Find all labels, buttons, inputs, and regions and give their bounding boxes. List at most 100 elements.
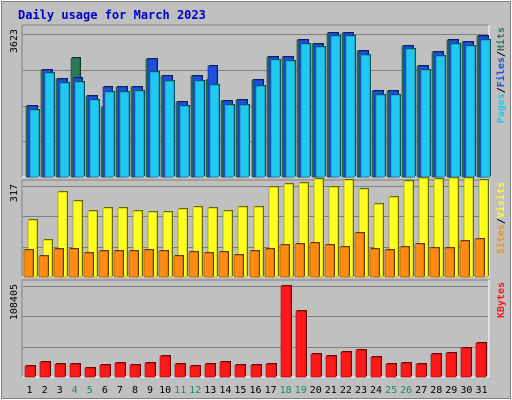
x-tick-label: 10 bbox=[159, 385, 171, 396]
pages-bar bbox=[239, 104, 250, 178]
top-panel-ymax-label: 3623 bbox=[9, 29, 20, 53]
middle-panel-ymax-label: 317 bbox=[9, 184, 20, 202]
x-tick-label: 7 bbox=[117, 385, 123, 396]
x-tick-label: 1 bbox=[26, 385, 32, 396]
pages-bar bbox=[420, 69, 431, 178]
kbytes-bar bbox=[24, 365, 36, 378]
x-tick-label: 23 bbox=[355, 385, 367, 396]
pages-bar bbox=[209, 84, 220, 178]
legend-entry: KBytes bbox=[496, 282, 507, 318]
sites-bar bbox=[429, 247, 440, 278]
sites-bar bbox=[158, 250, 169, 278]
kbytes-bar bbox=[340, 351, 352, 378]
kbytes-bar bbox=[325, 355, 337, 378]
x-tick-label: 4 bbox=[72, 385, 78, 396]
sites-bar bbox=[143, 249, 154, 278]
legend-entry: Visits bbox=[495, 182, 507, 218]
x-tick-label: 28 bbox=[430, 385, 442, 396]
x-tick-label: 27 bbox=[415, 385, 427, 396]
kbytes-bar bbox=[430, 353, 442, 378]
pages-bar bbox=[345, 35, 356, 178]
pages-bar bbox=[194, 80, 205, 178]
legend-entry: Pages bbox=[496, 93, 507, 123]
sites-bar bbox=[264, 248, 275, 278]
sites-bar bbox=[399, 246, 410, 278]
x-tick-label: 2 bbox=[42, 385, 48, 396]
pages-bar bbox=[179, 105, 190, 178]
kbytes-bar bbox=[219, 361, 231, 378]
x-tick-label: 19 bbox=[295, 385, 307, 396]
bottom-panel-legend: KBytes bbox=[496, 282, 507, 318]
kbytes-bar bbox=[385, 363, 397, 378]
x-tick-label: 31 bbox=[475, 385, 487, 396]
chart-title: Daily usage for March 2023 bbox=[18, 8, 206, 22]
legend-entry: / bbox=[496, 218, 507, 224]
x-tick-label: 29 bbox=[445, 385, 457, 396]
pages-bar bbox=[270, 59, 281, 178]
pages-bar bbox=[134, 90, 145, 178]
kbytes-bar bbox=[129, 364, 141, 378]
pages-bar bbox=[164, 80, 175, 178]
sites-bar bbox=[173, 255, 184, 278]
x-tick-label: 15 bbox=[234, 385, 246, 396]
pages-bar bbox=[119, 91, 130, 178]
kbytes-bar bbox=[84, 367, 96, 378]
x-tick-label: 17 bbox=[265, 385, 277, 396]
kbytes-bar bbox=[234, 364, 246, 378]
kbytes-bar bbox=[114, 362, 126, 378]
sites-bar bbox=[53, 248, 64, 278]
sites-bar bbox=[444, 247, 455, 278]
sites-bar bbox=[98, 250, 109, 278]
x-tick-label: 9 bbox=[147, 385, 153, 396]
top-panel-legend: Pages/Files/Hits bbox=[495, 27, 507, 123]
sites-bar bbox=[339, 246, 350, 278]
sites-bar bbox=[459, 240, 470, 278]
x-tick-label: 8 bbox=[132, 385, 138, 396]
kbytes-bar bbox=[415, 363, 427, 378]
sites-bar bbox=[354, 232, 365, 278]
kbytes-bar bbox=[460, 347, 472, 378]
x-tick-label: 11 bbox=[174, 385, 186, 396]
pages-bar bbox=[330, 35, 341, 178]
x-tick-label: 6 bbox=[102, 385, 108, 396]
sites-bar bbox=[38, 255, 49, 278]
x-tick-label: 22 bbox=[340, 385, 352, 396]
sites-bar bbox=[233, 254, 244, 278]
sites-bar bbox=[23, 249, 34, 278]
pages-bar bbox=[360, 54, 371, 178]
kbytes-bar bbox=[475, 342, 487, 378]
sites-bar bbox=[83, 252, 94, 278]
x-tick-label: 26 bbox=[400, 385, 412, 396]
x-tick-label: 24 bbox=[370, 385, 382, 396]
kbytes-bar bbox=[370, 356, 382, 378]
x-tick-label: 21 bbox=[325, 385, 337, 396]
pages-bar bbox=[450, 43, 461, 178]
pages-bar bbox=[224, 104, 235, 178]
x-tick-label: 12 bbox=[189, 385, 201, 396]
kbytes-bar bbox=[445, 352, 457, 378]
sites-bar bbox=[68, 248, 79, 278]
sites-bar bbox=[218, 251, 229, 278]
kbytes-bar bbox=[400, 362, 412, 378]
pages-bar bbox=[89, 99, 100, 178]
kbytes-bar bbox=[355, 349, 367, 378]
pages-bar bbox=[315, 46, 326, 178]
pages-bar bbox=[149, 71, 160, 178]
sites-bar bbox=[369, 248, 380, 278]
kbytes-bar bbox=[280, 285, 292, 378]
sites-bar bbox=[188, 251, 199, 278]
bottom-panel-plot bbox=[22, 280, 489, 377]
pages-bar bbox=[405, 48, 416, 178]
pages-bar bbox=[465, 45, 476, 178]
x-tick-label: 3 bbox=[57, 385, 63, 396]
x-tick-label: 18 bbox=[280, 385, 292, 396]
sites-bar bbox=[414, 243, 425, 278]
kbytes-bar bbox=[39, 361, 51, 378]
pages-bar bbox=[375, 94, 386, 178]
x-tick-label: 20 bbox=[310, 385, 322, 396]
kbytes-bar bbox=[144, 362, 156, 378]
middle-panel-legend: Sites/Visits bbox=[495, 182, 507, 254]
